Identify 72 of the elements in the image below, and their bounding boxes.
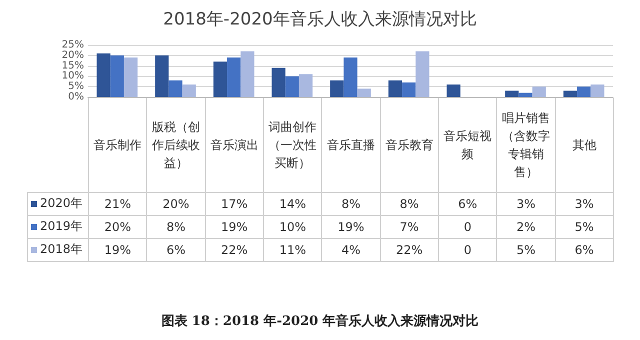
x-tick-label: 音乐直播 [322, 98, 380, 192]
bar [518, 92, 532, 97]
bar [124, 57, 138, 97]
x-tick-label: 唱片销售（含数字专辑销售） [496, 98, 556, 192]
data-label: 0 [438, 238, 497, 261]
bar [402, 82, 416, 97]
legend-label: 2018年 [28, 238, 88, 261]
data-label: 20% [88, 215, 147, 238]
bar [357, 88, 371, 97]
data-label: 5% [496, 238, 556, 261]
bar [240, 51, 254, 97]
x-tick-label: 版税（创作后续收益） [146, 98, 206, 192]
bar [110, 55, 124, 97]
data-label: 8% [380, 192, 438, 215]
bar [298, 74, 313, 97]
bar [416, 51, 430, 97]
data-label: 19% [88, 238, 147, 261]
data-label: 0 [438, 215, 497, 238]
bar [563, 90, 578, 97]
bar [505, 90, 519, 97]
legend-label: 2019年 [28, 215, 88, 238]
data-label: 10% [263, 215, 322, 238]
bar [532, 86, 546, 97]
text: 图表 18：2018 年-2020 年音乐人收入来源情况对比 [160, 312, 480, 330]
data-label: 20% [146, 192, 206, 215]
data-label: 8% [322, 192, 380, 215]
x-tick-label: 音乐制作 [88, 98, 147, 192]
data-label: 4% [322, 238, 380, 261]
y-tick-label: 25% [62, 40, 84, 50]
data-label: 6% [438, 192, 497, 215]
bar [182, 84, 196, 97]
y-tick-label: 10% [62, 70, 84, 82]
bar [330, 80, 344, 97]
bar [285, 76, 299, 97]
data-label: 19% [322, 215, 380, 238]
data-label: 5% [555, 215, 614, 238]
y-tick-label: 0% [68, 92, 84, 102]
y-tick-label: 5% [68, 81, 84, 92]
bar [168, 80, 182, 97]
bar [388, 80, 402, 97]
data-label: 17% [205, 192, 264, 215]
data-label: 22% [380, 238, 438, 261]
x-tick-label: 音乐教育 [380, 98, 438, 192]
bar [96, 53, 110, 97]
data-label: 3% [496, 192, 556, 215]
bar [577, 86, 591, 97]
data-label: 21% [88, 192, 147, 215]
bar [344, 57, 358, 97]
bar [213, 62, 228, 97]
bar [155, 55, 169, 97]
y-tick-label: 15% [62, 60, 84, 72]
data-label: 7% [380, 215, 438, 238]
chart-title: 2018年-2020年音乐人收入来源情况对比 [163, 10, 477, 30]
y-tick-label: 20% [62, 50, 84, 61]
data-label: 14% [263, 192, 322, 215]
bar [227, 57, 241, 97]
x-tick-label: 音乐短视频 [438, 98, 497, 192]
data-label: 2% [496, 215, 556, 238]
bar [272, 68, 286, 97]
bar [446, 84, 460, 97]
x-tick-label: 词曲创作（一次性买断） [263, 98, 322, 192]
data-label: 6% [146, 238, 206, 261]
data-label: 11% [263, 238, 322, 261]
x-tick-label: 其他 [555, 98, 614, 192]
data-label: 3% [555, 192, 614, 215]
data-label: 19% [205, 215, 264, 238]
legend-label: 2020年 [28, 192, 88, 215]
data-label: 8% [146, 215, 206, 238]
x-tick-label: 音乐演出 [205, 98, 264, 192]
data-label: 22% [205, 238, 264, 261]
bar [590, 84, 604, 97]
data-label: 6% [555, 238, 614, 261]
